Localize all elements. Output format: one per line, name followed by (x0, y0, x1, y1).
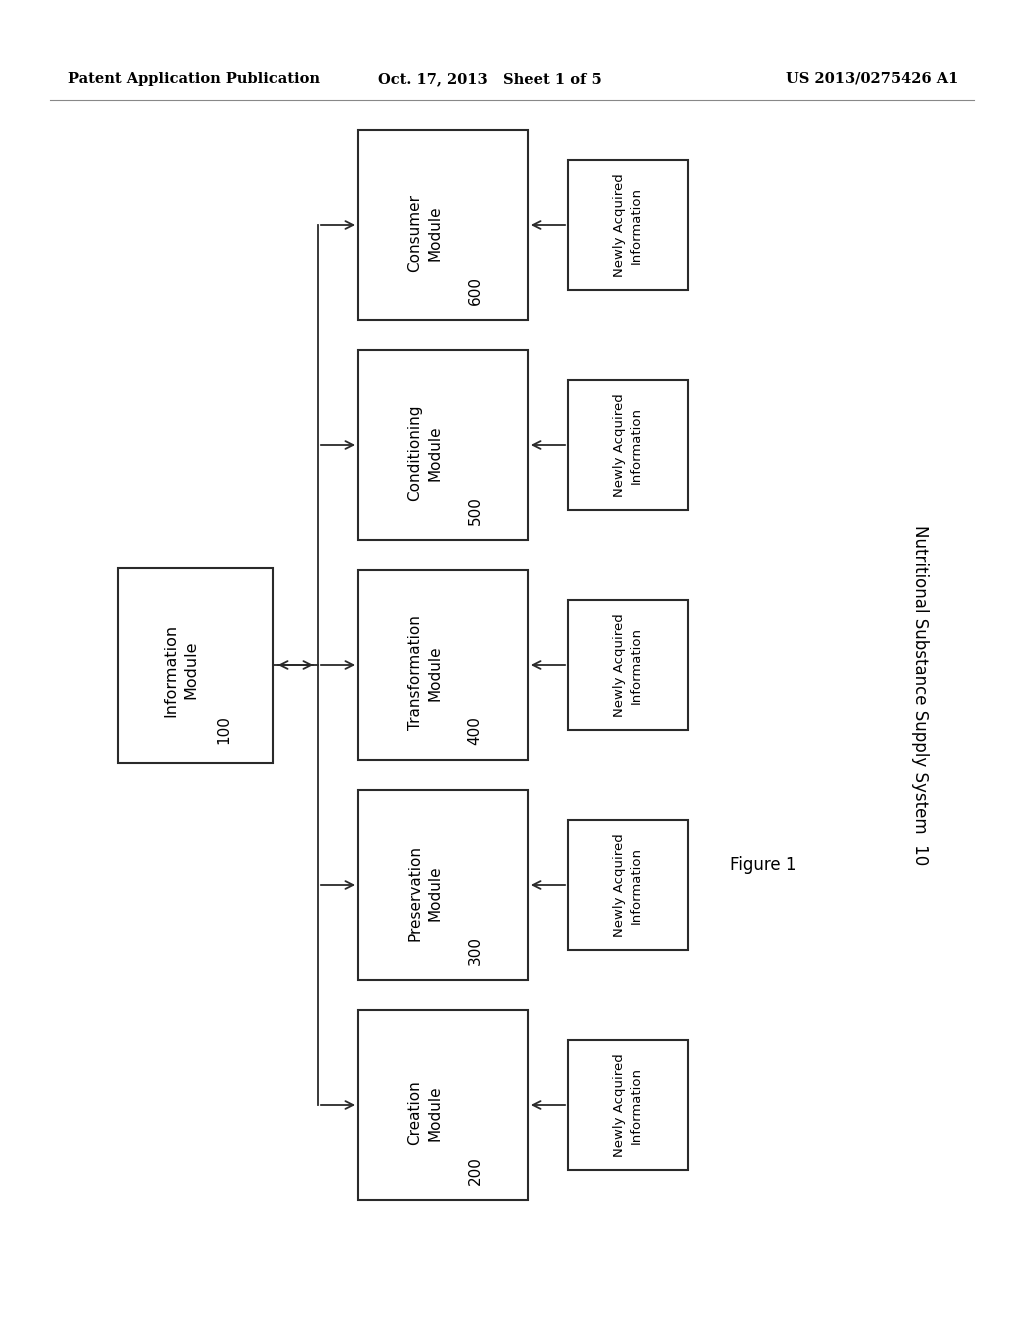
Text: Preservation
Module: Preservation Module (408, 845, 442, 941)
Text: Figure 1: Figure 1 (730, 855, 797, 874)
Bar (568, 601, 688, 730)
Text: Newly Acquired
Information: Newly Acquired Information (613, 173, 643, 277)
Bar (568, 380, 688, 510)
Text: Oct. 17, 2013   Sheet 1 of 5: Oct. 17, 2013 Sheet 1 of 5 (378, 73, 602, 86)
Bar (118, 568, 273, 763)
Text: Newly Acquired
Information: Newly Acquired Information (613, 393, 643, 496)
Text: Transformation
Module: Transformation Module (408, 615, 442, 730)
Text: Patent Application Publication: Patent Application Publication (68, 73, 319, 86)
Text: 100: 100 (216, 715, 231, 744)
Bar (358, 350, 528, 540)
Text: Newly Acquired
Information: Newly Acquired Information (613, 833, 643, 937)
Text: Consumer
Module: Consumer Module (408, 194, 442, 272)
Text: 300: 300 (468, 936, 482, 965)
Bar (358, 789, 528, 979)
Text: 200: 200 (468, 1156, 482, 1185)
Bar (568, 1040, 688, 1170)
Text: Newly Acquired
Information: Newly Acquired Information (613, 1053, 643, 1156)
Text: Information
Module: Information Module (163, 623, 198, 717)
Text: Creation
Module: Creation Module (408, 1081, 442, 1146)
Text: Nutritional Substance Supply System  10: Nutritional Substance Supply System 10 (911, 525, 929, 865)
Bar (568, 820, 688, 950)
Text: 500: 500 (468, 496, 482, 525)
Text: Newly Acquired
Information: Newly Acquired Information (613, 612, 643, 717)
Bar (358, 1010, 528, 1200)
Text: US 2013/0275426 A1: US 2013/0275426 A1 (785, 73, 958, 86)
Bar (568, 160, 688, 290)
Text: 600: 600 (468, 276, 482, 305)
Bar (358, 570, 528, 760)
Text: Conditioning
Module: Conditioning Module (408, 405, 442, 502)
Bar (358, 129, 528, 319)
Text: 400: 400 (468, 717, 482, 744)
